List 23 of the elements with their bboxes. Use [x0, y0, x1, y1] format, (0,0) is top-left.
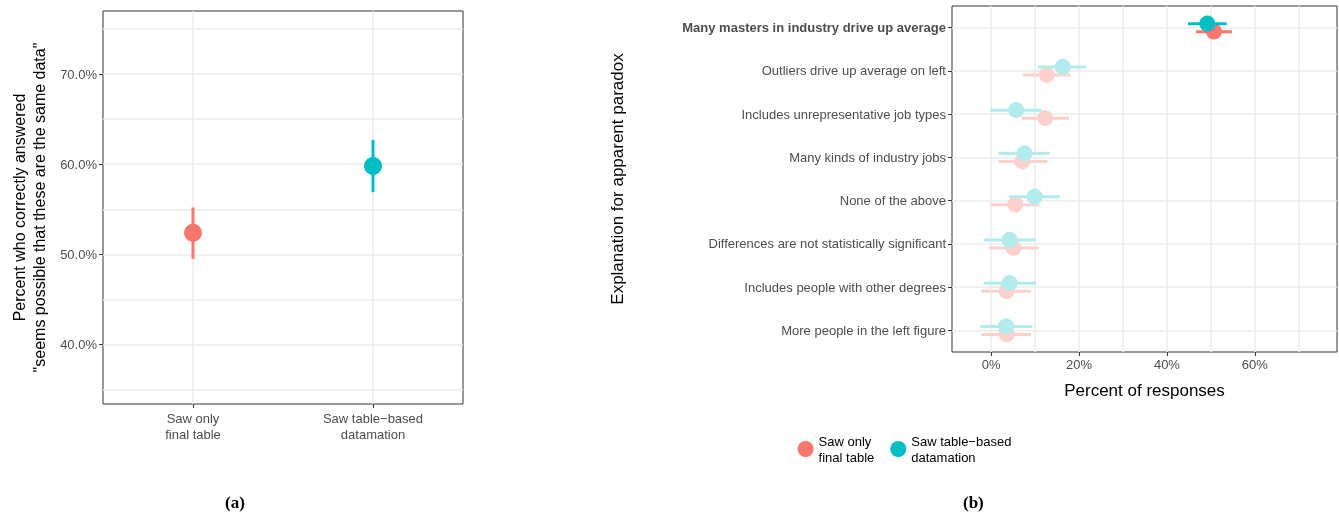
y-tick-label: 70.0%: [60, 66, 98, 82]
y-tick-label: Differences are not statistically significant: [708, 236, 947, 252]
y-tick-label: More people in the left figure: [781, 322, 946, 338]
x-tick-label: 0%: [981, 357, 1001, 372]
x-tick-label: 40%: [1153, 357, 1181, 372]
x-tick-label: 60%: [1241, 357, 1269, 372]
y-tick-label: Many masters in industry drive up average: [682, 20, 946, 36]
y-tick-label: 60.0%: [60, 156, 98, 172]
legend-label: Saw only final table: [818, 433, 875, 465]
y-tick-label: Includes unrepresentative job types: [741, 106, 947, 122]
text: (b): [963, 493, 984, 512]
y-tick-label: None of the above: [839, 193, 946, 209]
y-tick-label: Many kinds of industry jobs: [789, 149, 947, 165]
y-axis-title: Explanation for apparent paradox: [608, 52, 627, 305]
x-axis-title: Percent of responses: [1064, 380, 1225, 400]
y-tick-label: 40.0%: [60, 337, 98, 353]
y-tick-label: Outliers drive up average on left: [761, 63, 947, 79]
legend-label: Saw table−based datamation: [911, 433, 1012, 465]
text: (a): [225, 493, 245, 512]
y-tick-label: Includes people with other degrees: [744, 279, 947, 295]
y-tick-label: 50.0%: [60, 246, 98, 262]
x-tick-label: 20%: [1066, 357, 1093, 372]
y-axis-title: Percent who correctly answered "seems possible that these are the same data": [10, 42, 48, 373]
